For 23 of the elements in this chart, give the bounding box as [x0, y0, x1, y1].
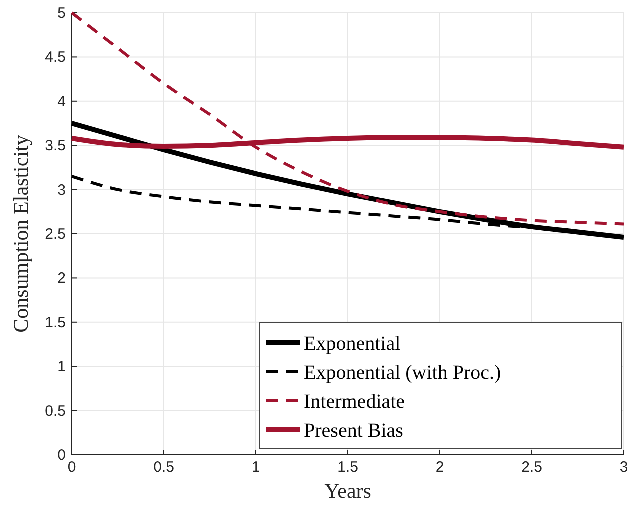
- y-tick-label: 1.5: [45, 314, 66, 332]
- y-tick-label: 0.5: [45, 402, 66, 420]
- y-axis-title: Consumption Elasticity: [9, 134, 33, 333]
- y-tick-label: 3.5: [45, 138, 66, 155]
- x-tick-label: 2.5: [522, 459, 542, 476]
- y-tick-label: 5: [58, 5, 66, 22]
- y-tick-label: 3: [58, 182, 66, 199]
- y-tick-label: 4.5: [45, 49, 66, 66]
- x-tick-label: 2: [436, 459, 444, 476]
- x-tick-label: 3: [620, 459, 628, 476]
- legend-label: Intermediate: [304, 391, 406, 413]
- y-tick-label: 1: [58, 358, 66, 376]
- y-tick-label: 2.5: [45, 226, 66, 243]
- legend-label: Exponential: [304, 333, 402, 355]
- x-tick-label: 1.5: [338, 459, 358, 476]
- x-tick-label: 1: [252, 459, 260, 476]
- x-axis-title: Years: [324, 479, 372, 503]
- legend-label: Present Bias: [304, 420, 404, 442]
- y-tick-label: 0: [58, 447, 66, 464]
- legend-label: Exponential (with Proc.): [304, 362, 502, 384]
- y-tick-label: 2: [58, 270, 66, 288]
- x-tick-label: 0.5: [154, 459, 174, 476]
- y-tick-label: 4: [58, 93, 66, 110]
